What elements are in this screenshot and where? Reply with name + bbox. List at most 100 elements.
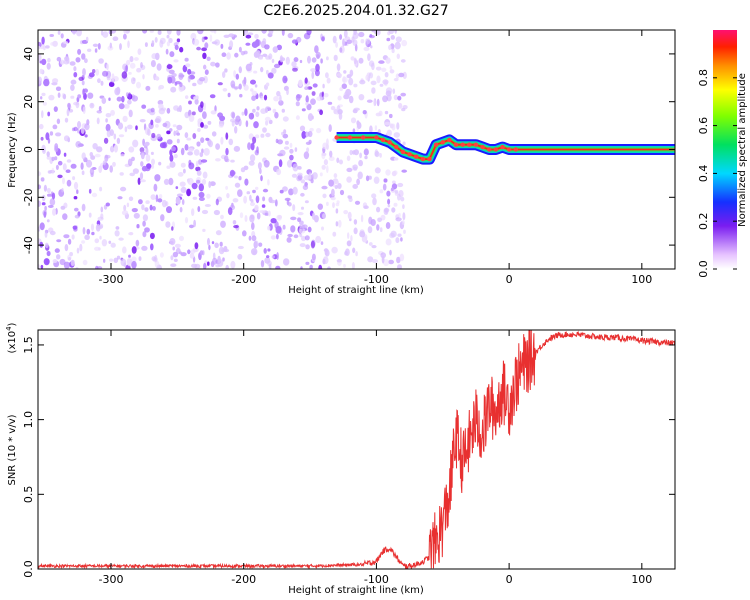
noise-blob (233, 145, 241, 152)
noise-blob (156, 63, 162, 71)
noise-blob (69, 61, 76, 66)
noise-blob (251, 95, 256, 101)
noise-blob (396, 256, 401, 264)
noise-blob (61, 187, 64, 193)
noise-blob (233, 86, 240, 90)
noise-blob (140, 152, 145, 160)
signal-track-point (493, 147, 498, 152)
noise-blob (360, 39, 365, 44)
noise-blob (173, 59, 179, 63)
noise-blob (180, 186, 187, 193)
noise-blob (307, 130, 313, 138)
noise-blob (144, 207, 149, 212)
noise-blob (108, 82, 115, 87)
noise-blob (136, 81, 141, 89)
noise-blob (98, 165, 103, 173)
noise-blob (39, 123, 44, 130)
noise-blob (243, 76, 247, 85)
noise-blob (184, 217, 189, 224)
noise-blob (369, 34, 373, 38)
noise-blob (253, 240, 259, 248)
noise-blob (263, 248, 267, 254)
noise-blob (256, 212, 261, 220)
noise-blob (254, 33, 259, 39)
noise-blob (262, 196, 266, 202)
noise-blob (102, 160, 106, 166)
noise-blob (339, 159, 343, 165)
noise-blob (41, 92, 46, 97)
noise-blob (346, 176, 352, 183)
noise-blob (142, 220, 146, 227)
noise-blob (169, 154, 174, 162)
signal-track-point (360, 135, 366, 140)
noise-blob (179, 46, 184, 53)
noise-blob (398, 102, 403, 109)
noise-blob (131, 95, 138, 102)
noise-blob (234, 118, 239, 126)
noise-blob (151, 53, 158, 60)
noise-blob (230, 260, 236, 269)
noise-blob (64, 244, 69, 252)
noise-blob (128, 196, 134, 202)
noise-blob (39, 222, 45, 231)
noise-blob (131, 246, 137, 254)
noise-blob (238, 46, 242, 53)
noise-blob (85, 159, 93, 168)
noise-blob (121, 71, 128, 79)
noise-blob (88, 188, 92, 194)
noise-blob (76, 30, 82, 37)
noise-blob (41, 202, 46, 206)
noise-blob (358, 57, 364, 64)
noise-blob (200, 101, 204, 108)
noise-blob (231, 120, 235, 127)
spectrogram-y-tick-label: 20 (22, 95, 35, 109)
noise-blob (310, 240, 315, 249)
noise-blob (191, 182, 198, 190)
noise-blob (376, 98, 380, 107)
noise-blob (67, 238, 72, 245)
noise-blob (196, 170, 202, 176)
noise-blob (168, 69, 175, 75)
noise-blob (155, 115, 162, 124)
noise-blob (265, 132, 271, 138)
noise-blob (242, 230, 247, 237)
noise-blob (176, 30, 181, 36)
colorbar-tick-label: 0.4 (697, 165, 710, 183)
noise-blob (271, 67, 277, 74)
noise-blob (190, 32, 197, 41)
noise-blob (125, 59, 131, 66)
noise-blob (153, 183, 158, 192)
colorbar-axis: 0.0 0.2 0.4 0.6 0.8 (697, 69, 737, 278)
noise-blob (66, 179, 72, 187)
noise-blob (150, 151, 154, 155)
noise-blob (145, 85, 151, 91)
noise-blob (364, 155, 368, 160)
noise-blob (132, 139, 139, 148)
noise-blob (166, 41, 170, 47)
noise-blob (115, 226, 120, 230)
noise-blob (219, 241, 223, 247)
noise-blob (401, 169, 408, 173)
noise-blob (323, 93, 329, 98)
noise-blob (225, 264, 229, 269)
noise-blob (264, 212, 269, 216)
noise-blob (305, 95, 309, 104)
noise-blob (346, 155, 351, 162)
noise-blob (294, 147, 298, 152)
noise-blob (38, 226, 41, 232)
noise-blob (265, 82, 270, 87)
noise-blob (82, 227, 86, 235)
noise-blob (260, 175, 263, 182)
signal-track-points (334, 135, 518, 162)
noise-blob (79, 243, 83, 252)
noise-blob (208, 181, 212, 188)
noise-blob (184, 144, 189, 151)
noise-blob (59, 258, 66, 266)
noise-blob (224, 155, 229, 163)
noise-blob (365, 74, 370, 81)
noise-blob (371, 193, 377, 199)
noise-blob (326, 56, 329, 61)
noise-blob (343, 94, 350, 100)
noise-blob (307, 113, 314, 122)
noise-blob (188, 114, 195, 122)
